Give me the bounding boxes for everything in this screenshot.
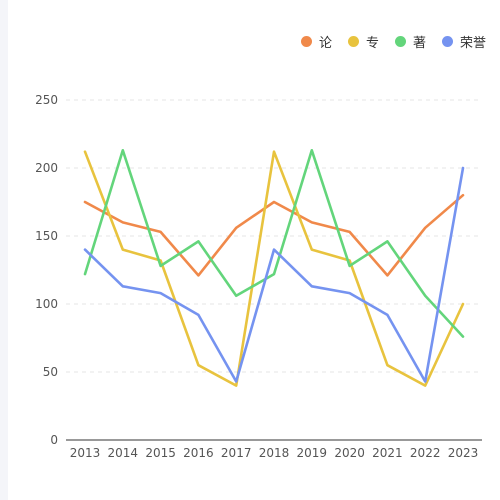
x-tick-label: 2013	[70, 446, 101, 460]
chart-legend: 论 专 著 荣誉	[285, 32, 486, 51]
legend-label-zhu: 著	[412, 36, 426, 51]
legend-item-zhu[interactable]: 著	[394, 32, 426, 51]
legend-label-rongyu: 荣誉	[459, 36, 486, 51]
x-tick-label: 2022	[410, 446, 441, 460]
legend-label-zhuan: 专	[365, 36, 379, 51]
x-tick-label: 2014	[108, 446, 139, 460]
series-line-2	[83, 149, 465, 338]
x-tick-label: 2019	[297, 446, 328, 460]
legend-dot-zhuan	[347, 36, 359, 47]
x-tick-label: 2018	[259, 446, 290, 460]
chart-card: 论 专 著 荣誉	[8, 0, 500, 500]
y-tick-label: 100	[35, 297, 58, 311]
x-tick-label: 2021	[372, 446, 403, 460]
series-line-1	[83, 150, 465, 387]
legend-dot-zhu	[394, 36, 406, 47]
y-tick-label: 150	[35, 229, 58, 243]
y-tick-label: 250	[35, 93, 58, 107]
y-tick-label: 0	[50, 433, 58, 447]
y-tick-label: 50	[43, 365, 58, 379]
legend-item-rongyu[interactable]: 荣誉	[441, 32, 486, 51]
legend-item-zhuan[interactable]: 专	[347, 32, 379, 51]
x-tick-label: 2015	[145, 446, 176, 460]
y-tick-label: 200	[35, 161, 58, 175]
series-line-3	[83, 166, 465, 383]
legend-dot-rongyu	[441, 36, 453, 47]
x-tick-label: 2023	[448, 446, 479, 460]
x-tick-label: 2016	[183, 446, 214, 460]
legend-item-lun[interactable]: 论	[300, 32, 332, 51]
legend-dot-lun	[300, 36, 312, 47]
x-tick-label: 2017	[221, 446, 252, 460]
legend-label-lun: 论	[318, 36, 332, 51]
x-tick-label: 2020	[334, 446, 365, 460]
